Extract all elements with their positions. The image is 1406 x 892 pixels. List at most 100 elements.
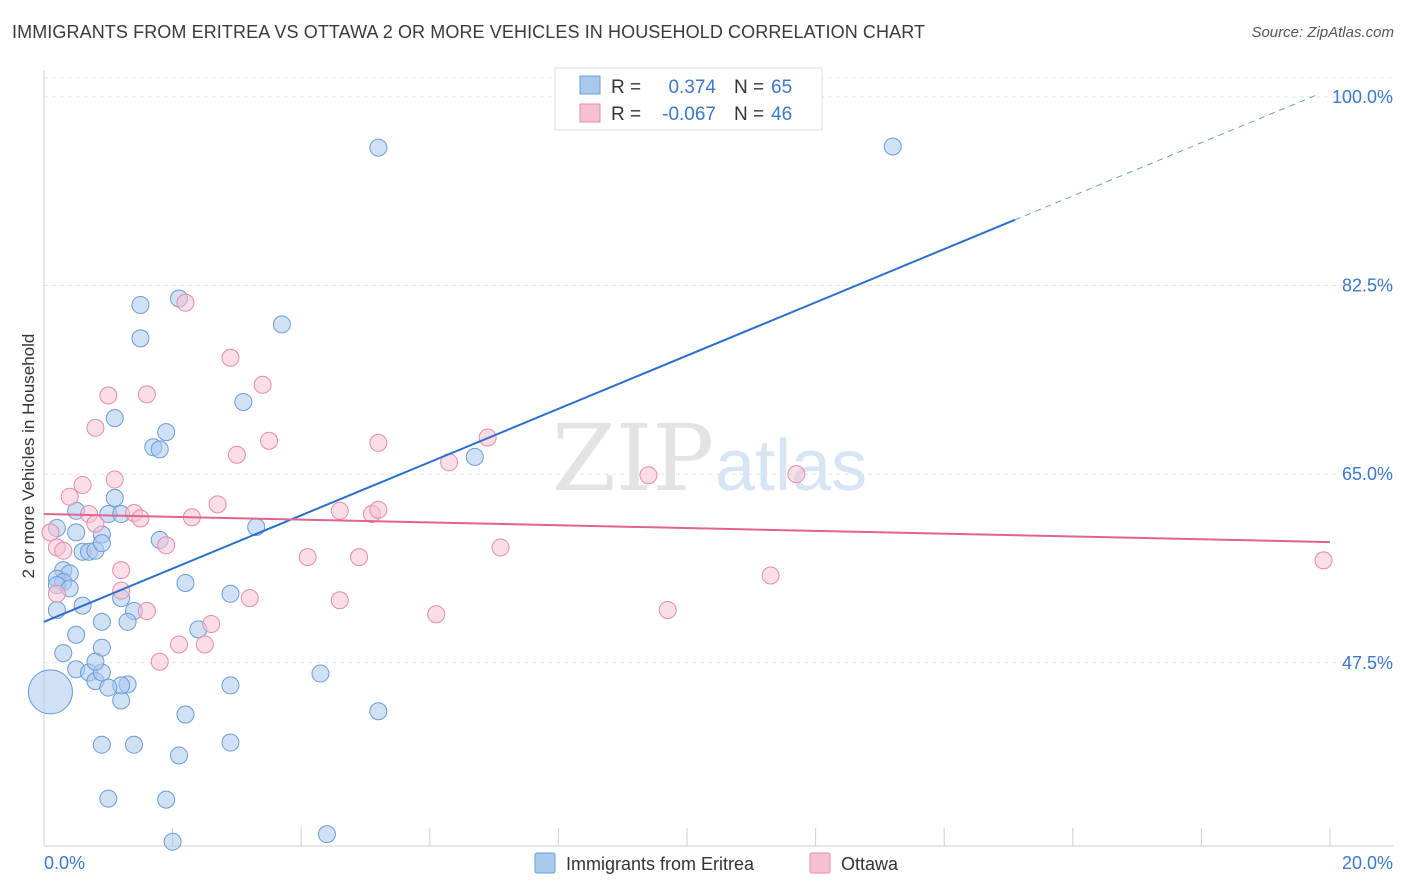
data-point	[639, 466, 658, 485]
data-point	[137, 602, 156, 621]
data-point	[27, 669, 73, 715]
data-point	[761, 566, 780, 585]
data-point	[221, 348, 240, 367]
data-point	[125, 735, 144, 754]
data-point	[176, 705, 195, 724]
data-point	[195, 635, 214, 654]
legend-label-eritrea: Immigrants from Eritrea	[566, 854, 755, 874]
legend-r-label: R =	[611, 104, 641, 125]
data-point	[92, 534, 111, 553]
data-point	[170, 746, 189, 765]
data-point	[86, 418, 105, 437]
legend-r-value: 0.374	[668, 77, 716, 98]
data-point	[150, 652, 169, 671]
data-point	[208, 495, 227, 514]
watermark-zip: ZIP	[552, 405, 714, 512]
data-point	[311, 664, 330, 683]
data-point	[54, 644, 73, 663]
data-point	[41, 523, 60, 542]
data-point	[99, 386, 118, 405]
data-point	[221, 676, 240, 695]
stats-legend: R = 0.374 N = 65 R = -0.067 N = 46	[554, 67, 823, 131]
y-tick-label: 47.5%	[1342, 653, 1393, 673]
data-point	[227, 445, 246, 464]
x-tick-label: 20.0%	[1342, 853, 1393, 873]
data-point	[369, 433, 388, 452]
legend-r-label: R =	[611, 77, 641, 98]
trend-lines	[43, 94, 1331, 623]
watermark-atlas: atlas	[715, 426, 867, 506]
data-point	[86, 652, 105, 671]
data-point	[787, 465, 806, 484]
data-point	[658, 600, 677, 619]
data-point	[157, 790, 176, 809]
data-point	[67, 625, 86, 644]
y-tick-label: 100.0%	[1332, 87, 1393, 107]
trend-line-ottawa	[43, 513, 1331, 544]
trend-line-eritrea	[43, 218, 1016, 623]
data-point	[86, 514, 105, 533]
data-point	[369, 138, 388, 157]
data-point	[47, 584, 66, 603]
data-point	[99, 678, 118, 697]
legend-swatch-ottawa	[579, 103, 601, 123]
data-point	[240, 589, 259, 608]
legend-n-value: 46	[771, 104, 792, 125]
axes	[43, 70, 1394, 847]
series-legend: Immigrants from Eritrea Ottawa	[534, 852, 899, 874]
y-tick-labels: 47.5% 65.0% 82.5% 100.0%	[1332, 87, 1393, 673]
data-point	[112, 561, 131, 580]
series-eritrea-points	[27, 137, 902, 851]
y-axis-label: 2 or more Vehicles in Household	[19, 334, 38, 579]
data-point	[176, 574, 195, 593]
x-tick-labels: 0.0% 20.0%	[44, 853, 1393, 873]
legend-swatch-eritrea	[579, 75, 601, 95]
data-point	[163, 832, 182, 851]
data-point	[67, 523, 86, 542]
grid-lines	[44, 77, 1394, 664]
data-point	[221, 584, 240, 603]
data-point	[99, 789, 118, 808]
series-ottawa-points	[41, 293, 1333, 671]
data-point	[73, 475, 92, 494]
data-point	[253, 375, 272, 394]
chart-title: IMMIGRANTS FROM ERITREA VS OTTAWA 2 OR M…	[12, 22, 926, 42]
legend-swatch-eritrea	[534, 852, 556, 874]
legend-n-value: 65	[771, 77, 792, 98]
data-point	[92, 612, 111, 631]
data-point	[883, 137, 902, 156]
data-point	[157, 536, 176, 555]
data-point	[202, 614, 221, 633]
data-point	[137, 385, 156, 404]
y-tick-label: 82.5%	[1342, 276, 1393, 296]
data-point	[150, 440, 169, 459]
data-point	[272, 315, 291, 334]
data-point	[118, 612, 137, 631]
data-point	[157, 423, 176, 442]
data-point	[234, 392, 253, 411]
data-point	[170, 635, 189, 654]
legend-n-label: N =	[734, 77, 764, 98]
data-point	[369, 500, 388, 519]
data-point	[317, 825, 336, 844]
data-point	[60, 487, 79, 506]
data-point	[369, 702, 388, 721]
data-point	[131, 509, 150, 528]
data-point	[465, 447, 484, 466]
data-point	[105, 409, 124, 428]
data-point	[131, 295, 150, 314]
legend-n-label: N =	[734, 104, 764, 125]
legend-r-value: -0.067	[662, 104, 716, 125]
data-point	[54, 541, 73, 560]
source-label: Source: ZipAtlas.com	[1251, 24, 1394, 41]
data-point	[131, 329, 150, 348]
data-point	[350, 548, 369, 567]
data-point	[330, 591, 349, 610]
watermark: ZIP atlas	[552, 405, 867, 512]
data-point	[1314, 551, 1333, 570]
data-point	[92, 735, 111, 754]
data-point	[105, 470, 124, 489]
x-tick-label: 0.0%	[44, 853, 85, 873]
y-tick-label: 65.0%	[1342, 464, 1393, 484]
